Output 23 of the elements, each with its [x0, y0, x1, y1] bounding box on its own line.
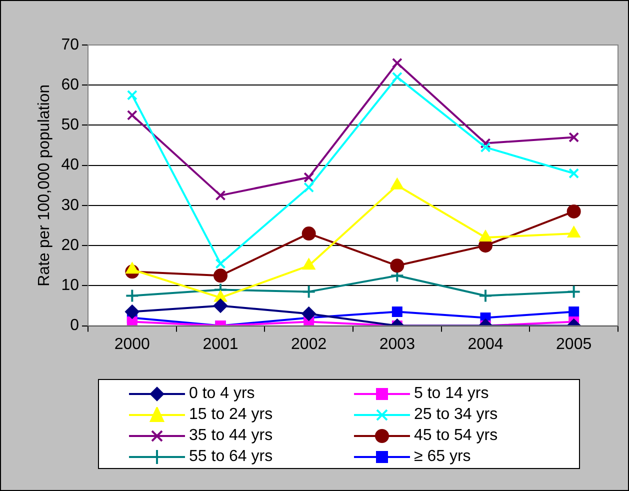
y-tick-label: 20: [61, 236, 80, 254]
legend-label: 0 to 4 yrs: [189, 385, 255, 403]
x-tick-label: 2001: [202, 336, 238, 353]
legend-label: 55 to 64 yrs: [189, 448, 273, 466]
x-tick-label: 2004: [468, 336, 504, 353]
legend-label: 45 to 54 yrs: [414, 427, 498, 445]
y-tick-label: 30: [61, 196, 80, 214]
legend-label: 15 to 24 yrs: [189, 406, 273, 424]
legend-label: 5 to 14 yrs: [414, 385, 489, 403]
x-tick-label: 2003: [379, 336, 416, 353]
y-tick-label: 10: [61, 277, 80, 294]
x-tick-label: 2002: [291, 336, 327, 353]
y-tick-label: 70: [61, 36, 80, 54]
x-tick-label: 2000: [114, 336, 150, 353]
y-axis-title: Rate per 100,000 population: [36, 84, 54, 286]
legend-label: 25 to 34 yrs: [414, 406, 498, 424]
y-tick-label: 0: [70, 317, 80, 334]
legend-label: 35 to 44 yrs: [189, 427, 273, 445]
legend-label: ≥ 65 yrs: [414, 448, 471, 466]
y-tick-label: 50: [61, 116, 80, 134]
x-tick-label: 2005: [556, 336, 592, 353]
y-tick-label: 60: [61, 76, 80, 94]
y-tick-label: 40: [61, 156, 80, 174]
